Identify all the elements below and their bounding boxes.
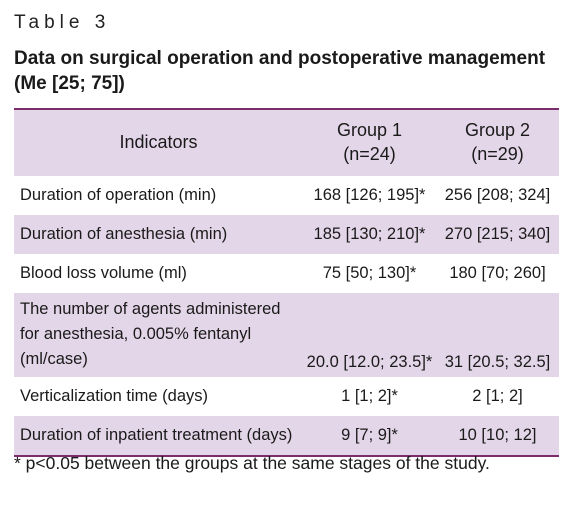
table-row: Duration of operation (min) 168 [126; 19…: [14, 176, 559, 215]
row-group-2-value: 31 [20.5; 32.5]: [444, 353, 551, 371]
table-row: Verticalization time (days) 1 [1; 2]* 2 …: [14, 377, 559, 416]
table-row: The number of agents administered for an…: [14, 293, 559, 377]
header-group-2-name: Group 2: [464, 120, 531, 140]
table-row: Duration of anesthesia (min) 185 [130; 2…: [14, 215, 559, 254]
header-group-1-n: (n=24): [343, 144, 396, 164]
row-indicator: Blood loss volume (ml): [20, 264, 187, 282]
header-indicators: Indicators: [119, 132, 198, 152]
header-group-2-n: (n=29): [471, 144, 524, 164]
row-group-2-value: 10 [10; 12]: [458, 426, 537, 444]
table-number-label: Table 3: [14, 12, 111, 33]
row-group-1-value: 185 [130; 210]*: [313, 225, 426, 243]
row-group-2-value: 2 [1; 2]: [472, 387, 523, 405]
row-group-2-value: 256 [208; 324]: [444, 186, 551, 204]
row-indicator: Duration of anesthesia (min): [20, 225, 228, 243]
data-table: Indicators Group 1 (n=24) Group 2 (n=29)…: [14, 110, 559, 455]
table-footnote: * p<0.05 between the groups at the same …: [14, 453, 490, 473]
row-indicator: Verticalization time (days): [20, 387, 208, 405]
row-group-1-value: 9 [7; 9]*: [341, 426, 398, 444]
row-indicator: Duration of inpatient treatment (days): [20, 426, 293, 444]
data-table-wrapper: Indicators Group 1 (n=24) Group 2 (n=29)…: [14, 108, 559, 457]
header-group-1: Group 1 (n=24): [303, 110, 436, 176]
row-group-2-value: 180 [70; 260]: [449, 264, 546, 282]
table-row: Duration of inpatient treatment (days) 9…: [14, 416, 559, 455]
row-group-1-value: 1 [1; 2]*: [341, 387, 398, 405]
row-group-1-value: 20.0 [12.0; 23.5]*: [306, 353, 433, 371]
row-group-1-value: 75 [50; 130]*: [322, 264, 417, 282]
table-header-row: Indicators Group 1 (n=24) Group 2 (n=29): [14, 110, 559, 176]
row-indicator: The number of agents administered for an…: [20, 300, 281, 368]
row-indicator: Duration of operation (min): [20, 186, 217, 204]
row-group-1-value: 168 [126; 195]*: [313, 186, 426, 204]
header-group-2: Group 2 (n=29): [436, 110, 559, 176]
table-caption: Data on surgical operation and postopera…: [14, 48, 546, 94]
table-row: Blood loss volume (ml) 75 [50; 130]* 180…: [14, 254, 559, 293]
row-group-2-value: 270 [215; 340]: [444, 225, 551, 243]
header-group-1-name: Group 1: [336, 120, 403, 140]
